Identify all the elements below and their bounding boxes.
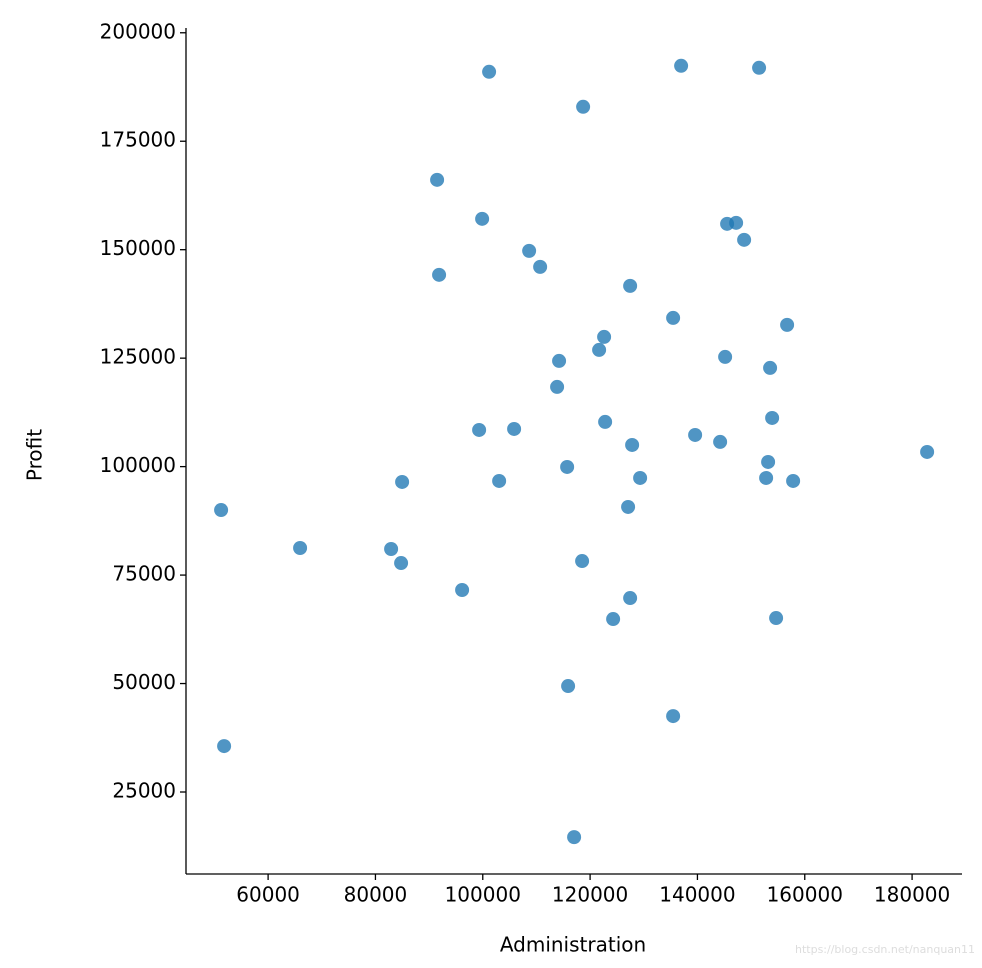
point <box>552 353 567 368</box>
point <box>475 211 490 226</box>
point <box>765 410 780 425</box>
y-axis-label: Profit <box>23 429 47 481</box>
point <box>674 58 689 73</box>
point <box>763 360 778 375</box>
point <box>688 427 703 442</box>
point <box>633 470 648 485</box>
point <box>666 310 681 325</box>
point <box>737 232 752 247</box>
y-tick-label: 150000 <box>100 236 176 260</box>
y-tick-label: 50000 <box>112 670 176 694</box>
point <box>533 259 548 274</box>
point <box>623 278 638 293</box>
point <box>430 172 445 187</box>
point <box>920 444 935 459</box>
point <box>598 414 613 429</box>
x-tick-label: 160000 <box>767 883 843 907</box>
x-tick-label: 120000 <box>552 883 628 907</box>
point <box>625 437 640 452</box>
point <box>394 556 409 571</box>
watermark: https://blog.csdn.net/nanquan11 <box>795 943 975 956</box>
point <box>713 434 728 449</box>
point <box>576 99 591 114</box>
point <box>769 611 784 626</box>
point <box>780 317 795 332</box>
x-axis-label: Administration <box>500 933 646 957</box>
point <box>759 470 774 485</box>
x-tick-label: 140000 <box>659 883 735 907</box>
point <box>492 473 507 488</box>
point <box>597 329 612 344</box>
point <box>560 459 575 474</box>
point <box>293 541 308 556</box>
y-tick-label: 100000 <box>100 453 176 477</box>
x-tick-label: 180000 <box>874 883 950 907</box>
point <box>550 379 565 394</box>
y-tick-label: 200000 <box>100 19 176 43</box>
point <box>455 583 470 598</box>
point <box>217 739 232 754</box>
point <box>214 503 229 518</box>
point <box>507 421 522 436</box>
y-tick-label: 125000 <box>100 345 176 369</box>
x-tick-label: 60000 <box>236 883 300 907</box>
point <box>567 830 582 845</box>
point <box>384 542 399 557</box>
point <box>575 554 590 569</box>
point <box>561 679 576 694</box>
point <box>482 64 497 79</box>
point <box>432 267 447 282</box>
point <box>786 473 801 488</box>
point <box>592 342 607 357</box>
x-tick-label: 100000 <box>445 883 521 907</box>
point <box>472 422 487 437</box>
point <box>522 243 537 258</box>
point <box>666 709 681 724</box>
point <box>752 60 767 75</box>
point <box>606 612 621 627</box>
point <box>729 215 744 230</box>
y-tick-label: 75000 <box>112 562 176 586</box>
point <box>395 474 410 489</box>
point <box>621 499 636 514</box>
point <box>718 349 733 364</box>
x-tick-label: 80000 <box>344 883 408 907</box>
point <box>761 454 776 469</box>
point <box>623 591 638 606</box>
y-tick-label: 175000 <box>100 128 176 152</box>
y-tick-label: 25000 <box>112 779 176 803</box>
